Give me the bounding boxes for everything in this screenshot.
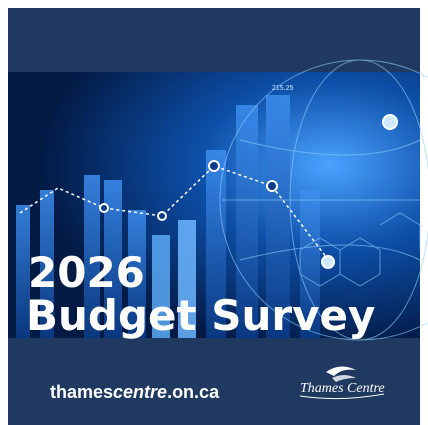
website-emphasis: centre — [113, 382, 167, 402]
decorative-points — [99, 114, 398, 269]
website-prefix: thames — [50, 382, 113, 402]
decorative-bars — [16, 95, 320, 338]
decorative-globe — [219, 59, 428, 341]
title: Budget Survey — [26, 291, 375, 340]
website-suffix: .on.ca — [167, 382, 220, 402]
year: 2026 — [28, 248, 145, 297]
ticker: 215.25 — [272, 85, 294, 92]
logo-text: Thames Centre — [300, 381, 385, 396]
logo: Thames Centre — [299, 366, 385, 400]
website: thamescentre.on.ca — [50, 382, 220, 402]
